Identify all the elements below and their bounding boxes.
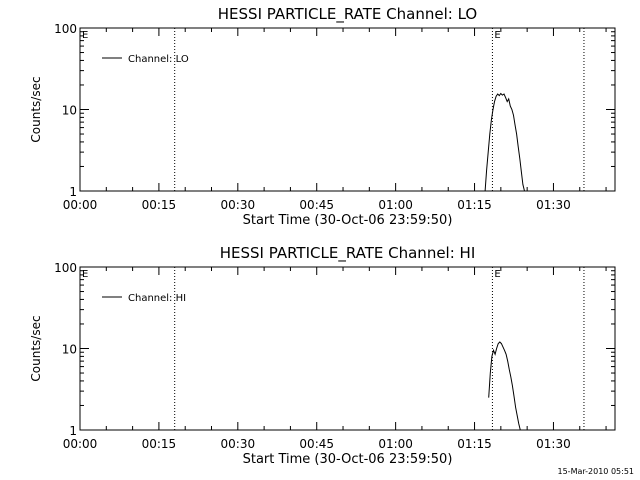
panel-1-y-tick-label: 1: [69, 185, 77, 199]
panel-1-y-tick-label: 100: [54, 22, 77, 36]
panel-2-legend-label: Channel: HI: [128, 293, 186, 304]
panel-2-chart-title: HESSI PARTICLE_RATE Channel: HI: [220, 244, 476, 263]
panel-2-marker-label: E: [494, 269, 500, 280]
panel-2-y-tick-label: 1: [69, 424, 77, 438]
panel-2-y-axis-label: Counts/sec: [29, 315, 43, 381]
panel-2-x-tick-label: 01:00: [378, 437, 413, 451]
panel-2-x-tick-label: 00:30: [221, 437, 256, 451]
panel-2-x-tick-label: 01:15: [457, 437, 492, 451]
panel-2-plot-frame: [79, 266, 616, 431]
footer-timestamp: 15-Mar-2010 05:51: [557, 467, 635, 476]
panel-1-x-tick-label: 00:30: [221, 198, 256, 212]
panel-1-y-tick-label: 10: [62, 104, 77, 118]
panel-1-x-tick-label: 01:00: [378, 198, 413, 212]
panel-2-series-line: [488, 341, 521, 431]
panel-2-x-tick-label: 00:15: [142, 437, 177, 451]
panel-1-x-axis-label: Start Time (30-Oct-06 23:59:50): [243, 213, 453, 228]
panel-1-marker-label: E: [82, 30, 88, 41]
panel-1-x-tick-label: 00:15: [142, 198, 177, 212]
panel-2-y-tick-label: 10: [62, 343, 77, 357]
panel-2-x-axis-label: Start Time (30-Oct-06 23:59:50): [243, 452, 453, 467]
panel-1-x-tick-label: 01:30: [536, 198, 571, 212]
panel-1-y-axis-label: Counts/sec: [29, 76, 43, 142]
panel-1-x-tick-label: 01:15: [457, 198, 492, 212]
panel-2-x-tick-label: 01:30: [536, 437, 571, 451]
panel-2-x-tick-label: 00:00: [63, 437, 98, 451]
panel-2-x-tick-label: 00:45: [299, 437, 334, 451]
panel-1-plot-frame: [79, 27, 616, 192]
panel-1-series-line: [484, 92, 525, 192]
panel-1-x-tick-label: 00:45: [299, 198, 334, 212]
panel-1-legend-label: Channel: LO: [128, 54, 189, 65]
panel-1-x-tick-label: 00:00: [63, 198, 98, 212]
panel-1-marker-label: E: [494, 30, 500, 41]
panel-2-y-tick-label: 100: [54, 261, 77, 275]
panel-1-chart-title: HESSI PARTICLE_RATE Channel: LO: [218, 5, 477, 24]
panel-2-marker-label: E: [82, 269, 88, 280]
